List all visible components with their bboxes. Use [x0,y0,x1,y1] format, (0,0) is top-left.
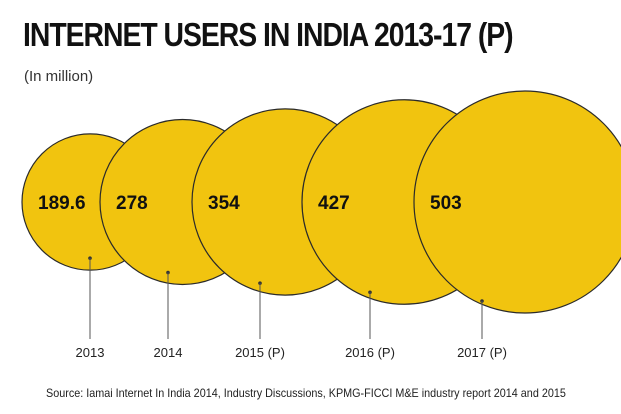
year-label: 2014 [154,345,183,360]
bubble-2017 [413,90,621,314]
value-label: 503 [430,193,462,214]
year-label: 2017 (P) [457,345,507,360]
value-label: 427 [318,193,350,214]
year-label: 2015 (P) [235,345,285,360]
value-label: 354 [208,193,240,214]
source-note: Source: Iamai Internet In India 2014, In… [46,386,566,400]
value-label: 189.6 [38,193,86,214]
year-label: 2016 (P) [345,345,395,360]
year-label: 2013 [76,345,105,360]
chart-title: INTERNET USERS IN INDIA 2013-17 (P) [23,16,514,53]
value-label: 278 [116,193,148,214]
unit-note: (In million) [24,68,94,85]
